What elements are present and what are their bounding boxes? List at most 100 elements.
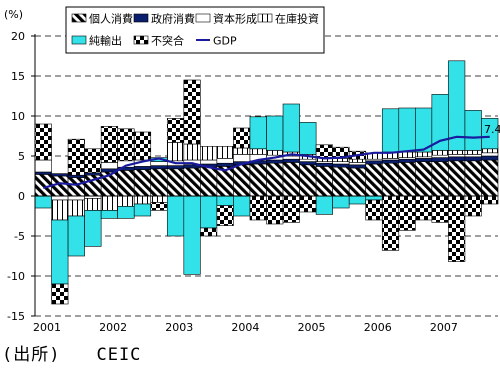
x-tick-label: 2007 <box>430 321 458 334</box>
y-tick-label: 20 <box>11 30 25 43</box>
bar-netexports <box>365 195 383 201</box>
bar-inventory <box>100 195 118 211</box>
bar-inventory <box>233 147 251 155</box>
bar-capital <box>448 154 466 158</box>
bar-consumption <box>481 159 499 197</box>
bar-capital <box>233 154 251 162</box>
legend-swatch <box>71 35 87 45</box>
bar-inventory <box>249 148 267 155</box>
bar-inventory <box>431 150 449 156</box>
bar-inventory <box>216 146 234 159</box>
axes <box>31 34 498 317</box>
bar-government <box>216 162 234 167</box>
bar-discrepancy <box>200 227 218 237</box>
bar-capital <box>481 152 499 157</box>
x-tick-label: 2001 <box>33 321 61 334</box>
bar-netexports <box>233 195 251 217</box>
x-tick-label: 2004 <box>231 321 259 334</box>
bar-consumption <box>332 166 350 197</box>
bar-inventory <box>481 148 499 154</box>
legend-box <box>65 6 325 54</box>
bar-government <box>415 158 433 162</box>
bar-discrepancy <box>34 123 52 161</box>
bar-inventory <box>51 199 69 221</box>
bar-discrepancy <box>266 195 284 225</box>
x-tick-label: 2003 <box>165 321 193 334</box>
bar-inventory <box>200 146 218 161</box>
bar-consumption <box>464 160 482 197</box>
legend-swatch <box>71 13 87 23</box>
bar-capital <box>464 154 482 158</box>
bar-netexports <box>216 195 234 206</box>
bar-netexports <box>315 195 333 215</box>
legend-swatch <box>133 35 149 45</box>
legend-label: 個人消費 <box>89 12 133 26</box>
bar-consumption <box>282 162 300 197</box>
y-tick-label: 15 <box>11 70 25 83</box>
bar-netexports <box>84 210 102 247</box>
bar-netexports <box>464 110 482 151</box>
bar-discrepancy <box>381 195 400 251</box>
legend-label: 在庫投資 <box>275 12 319 26</box>
bar-discrepancy <box>67 138 85 176</box>
bar-discrepancy <box>365 199 383 221</box>
bar-capital <box>200 159 218 165</box>
legend-label: GDP <box>213 35 237 48</box>
bar-netexports <box>51 219 69 285</box>
source-note: (出所) CEIC <box>2 345 142 365</box>
bar-consumption <box>233 164 251 197</box>
bar-government <box>133 166 152 170</box>
bar-inventory <box>117 195 135 207</box>
bar-consumption <box>431 161 449 197</box>
bar-government <box>166 165 185 170</box>
legend-label: 不突合 <box>151 34 184 48</box>
bar-netexports <box>348 195 367 205</box>
bar-inventory <box>348 158 367 163</box>
bar-capital <box>67 195 85 201</box>
bar-discrepancy <box>431 195 449 223</box>
bar-capital <box>51 195 69 201</box>
bar-capital <box>348 162 367 166</box>
bar-netexports <box>166 195 185 237</box>
bar-government <box>464 156 482 162</box>
bar-capital <box>299 158 317 162</box>
bar-capital <box>150 161 168 166</box>
bar-discrepancy <box>398 195 416 231</box>
bar-government <box>481 155 499 161</box>
y-tick-label: -15 <box>7 310 25 323</box>
bar-netexports <box>100 210 118 219</box>
bar-capital <box>216 158 234 164</box>
bar-government <box>299 161 317 166</box>
bar-government <box>398 158 416 163</box>
bar-discrepancy <box>282 195 300 223</box>
bar-consumption <box>133 169 152 197</box>
gdp-last-value-label: 7.4 <box>484 123 500 136</box>
bar-discrepancy <box>84 148 102 174</box>
bar-consumption <box>381 162 400 197</box>
y-unit-label: (%) <box>4 8 23 21</box>
x-tick-label: 2002 <box>99 321 127 334</box>
bar-government <box>315 162 333 167</box>
legend-swatch <box>133 13 149 23</box>
bar-discrepancy <box>299 195 317 213</box>
bar-government <box>348 164 367 169</box>
bar-discrepancy <box>166 118 185 143</box>
bar-capital <box>34 159 52 173</box>
bar-inventory <box>415 151 433 158</box>
bar-inventory <box>266 150 284 156</box>
bar-capital <box>332 161 350 165</box>
bar-consumption <box>117 170 135 197</box>
bar-inventory <box>84 198 102 211</box>
bar-government <box>67 174 85 178</box>
bar-netexports <box>448 60 466 151</box>
legend-swatch <box>257 13 273 23</box>
bar-consumption <box>315 166 333 197</box>
bar-netexports <box>67 215 85 257</box>
bar-netexports <box>266 115 284 151</box>
bar-government <box>448 156 466 162</box>
bar-discrepancy <box>249 195 267 221</box>
bar-discrepancy <box>51 283 69 305</box>
bar-capital <box>431 154 449 158</box>
